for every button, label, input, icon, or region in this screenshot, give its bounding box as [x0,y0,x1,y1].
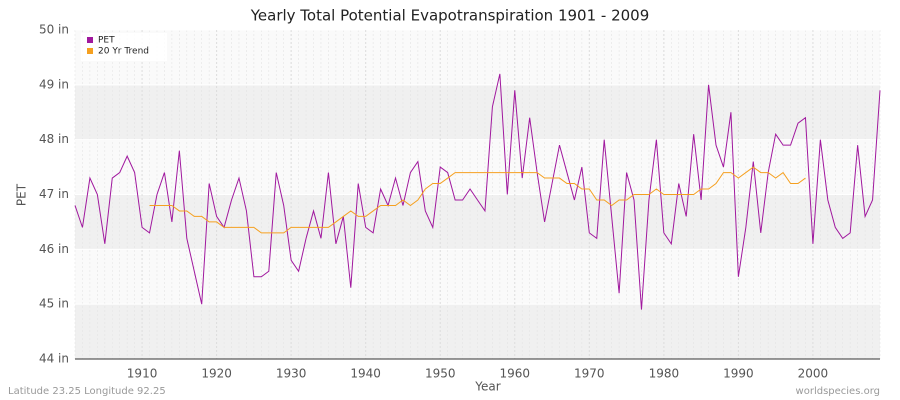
legend-box [81,33,167,61]
x-tick-label: 1990 [723,367,754,381]
x-tick-label: 2000 [798,367,829,381]
x-tick-label: 1940 [350,367,381,381]
legend-swatch [87,37,93,43]
x-tick-label: 1920 [201,367,232,381]
legend-label: PET [98,36,115,46]
series-line [74,73,881,310]
y-tick-label: 45 in [39,297,69,311]
x-tick-label: 1960 [499,367,530,381]
y-tick-label: 48 in [39,132,69,146]
y-tick-label: 46 in [39,242,69,256]
x-tick-label: 1930 [276,367,307,381]
x-tick-label: 1970 [574,367,605,381]
x-tick-label: 1910 [127,367,158,381]
chart-title: Yearly Total Potential Evapotranspiratio… [250,7,650,25]
x-tick-label: 1950 [425,367,456,381]
y-axis-label: PET [15,183,29,206]
y-tick-label: 49 in [39,77,69,91]
footer-right: worldspecies.org [796,386,880,397]
y-tick-label: 44 in [39,352,69,366]
y-tick-label: 47 in [39,187,69,201]
y-tick-label: 50 in [39,23,69,37]
x-axis-label: Year [474,380,500,394]
series-line [149,166,806,234]
footer-left: Latitude 23.25 Longitude 92.25 [8,386,166,397]
legend-swatch [87,48,93,54]
legend-label: 20 Yr Trend [98,47,149,57]
x-tick-label: 1980 [649,367,680,381]
